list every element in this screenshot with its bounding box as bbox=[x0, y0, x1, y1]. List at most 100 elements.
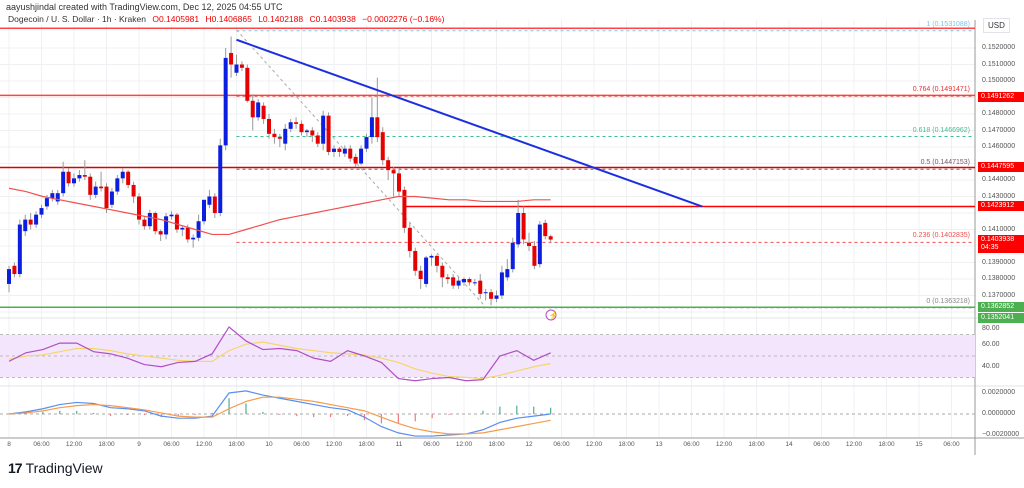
candle bbox=[99, 186, 104, 189]
candle bbox=[229, 52, 234, 65]
moving-average-line bbox=[8, 187, 551, 236]
time-axis-label: 8 bbox=[7, 441, 11, 448]
candle bbox=[386, 160, 391, 171]
time-axis-label: 06:00 bbox=[943, 441, 960, 448]
candle bbox=[418, 270, 423, 279]
rsi-axis-label: 80.00 bbox=[982, 325, 1000, 332]
candle bbox=[532, 246, 537, 266]
price-axis-label: 0.1510000 bbox=[982, 60, 1016, 68]
candle bbox=[516, 213, 521, 245]
candle bbox=[142, 219, 147, 227]
candle bbox=[158, 231, 163, 235]
macd-histogram-bar bbox=[346, 414, 349, 417]
macd-histogram-bar bbox=[194, 414, 196, 416]
price-axis-label: 0.1410000 bbox=[982, 225, 1016, 233]
candle bbox=[537, 224, 542, 265]
macd-histogram-bar bbox=[42, 411, 44, 414]
candle bbox=[256, 102, 261, 118]
macd-histogram-bar bbox=[431, 414, 433, 419]
candle bbox=[34, 214, 39, 225]
macd-histogram-bar bbox=[448, 414, 450, 416]
candle bbox=[126, 171, 131, 185]
macd-histogram-bar bbox=[279, 414, 281, 416]
macd-signal-line bbox=[8, 396, 551, 435]
time-axis-label: 9 bbox=[137, 441, 141, 448]
candle bbox=[39, 208, 44, 215]
candle bbox=[407, 227, 412, 251]
tradingview-logo: 17 TradingView bbox=[8, 460, 103, 476]
candle bbox=[397, 173, 401, 192]
trendline bbox=[236, 38, 703, 208]
symbol-name[interactable]: Dogecoin / U. S. Dollar · 1h · Kraken bbox=[8, 14, 146, 24]
rsi-ma-line bbox=[8, 341, 551, 380]
macd-histogram-bar bbox=[126, 414, 129, 416]
time-axis-label: 10 bbox=[265, 441, 273, 448]
candle bbox=[483, 292, 488, 294]
macd-axis-label: 0.0020000 bbox=[982, 389, 1016, 396]
currency-button[interactable]: USD bbox=[983, 18, 1010, 33]
candle bbox=[310, 130, 315, 136]
macd-histogram-bar bbox=[380, 414, 382, 424]
candle bbox=[445, 277, 450, 279]
price-axis-label: 0.1500000 bbox=[982, 77, 1016, 84]
macd-histogram-bar bbox=[482, 410, 484, 414]
time-axis-label: 12:00 bbox=[325, 441, 343, 448]
candle bbox=[283, 128, 288, 144]
candle bbox=[180, 227, 185, 230]
candle bbox=[364, 137, 369, 149]
macd-histogram-bar bbox=[228, 398, 230, 414]
candle bbox=[510, 242, 515, 270]
time-axis-label: 06:00 bbox=[33, 441, 50, 448]
candle bbox=[202, 199, 206, 222]
logo-text: TradingView bbox=[25, 460, 103, 476]
time-axis-label: 13 bbox=[655, 441, 663, 448]
candle bbox=[12, 265, 17, 275]
candle bbox=[413, 250, 418, 271]
candle bbox=[212, 196, 217, 213]
candle bbox=[223, 57, 228, 146]
price-tag: 0.1362852 bbox=[978, 302, 1024, 312]
macd-histogram-bar bbox=[143, 414, 146, 416]
candle bbox=[88, 176, 93, 195]
candle bbox=[131, 184, 136, 197]
candle bbox=[72, 178, 76, 184]
macd-histogram-bar bbox=[313, 414, 315, 418]
lightning-glyph: ⚡ bbox=[549, 310, 559, 320]
time-axis-label: 12:00 bbox=[455, 441, 473, 448]
time-axis-label: 12:00 bbox=[585, 441, 603, 448]
candle bbox=[321, 115, 326, 144]
candle bbox=[267, 118, 271, 134]
macd-histogram-bar bbox=[499, 406, 501, 414]
candle bbox=[147, 213, 152, 227]
candle bbox=[109, 191, 114, 205]
fib-level-label: 0 (0.1363218) bbox=[926, 297, 970, 305]
candle bbox=[50, 193, 55, 199]
time-axis-label: 18:00 bbox=[878, 441, 895, 448]
candle bbox=[23, 219, 28, 232]
tv-logo-icon: 17 bbox=[8, 460, 23, 476]
time-axis-label: 06:00 bbox=[553, 441, 570, 448]
macd-histogram-bar bbox=[59, 410, 61, 414]
symbol-legend: Dogecoin / U. S. Dollar · 1h · Kraken O0… bbox=[6, 13, 451, 25]
time-axis-label: 18:00 bbox=[488, 441, 505, 448]
candle bbox=[120, 171, 125, 179]
rsi-line bbox=[8, 326, 551, 382]
candle bbox=[272, 133, 277, 138]
candle bbox=[115, 178, 120, 192]
candle bbox=[245, 67, 250, 101]
time-axis-label: 12:00 bbox=[195, 441, 213, 448]
candle bbox=[505, 269, 510, 278]
price-axis-label: 0.1520000 bbox=[982, 44, 1016, 51]
candle bbox=[93, 186, 98, 195]
price-axis-label: 0.1460000 bbox=[982, 143, 1016, 150]
candle bbox=[434, 255, 439, 266]
ohlc-open: O0.1405981 bbox=[152, 14, 200, 24]
time-axis-label: 06:00 bbox=[293, 441, 310, 448]
macd-histogram-bar bbox=[397, 414, 399, 424]
price-tag-value: 0.1403938 bbox=[981, 236, 1015, 243]
candle bbox=[66, 171, 71, 184]
chart-canvas[interactable]: ⚡ bbox=[0, 0, 1024, 458]
candle bbox=[239, 64, 244, 68]
price-tag: 0.1447595 bbox=[978, 162, 1024, 172]
candle bbox=[299, 123, 304, 133]
